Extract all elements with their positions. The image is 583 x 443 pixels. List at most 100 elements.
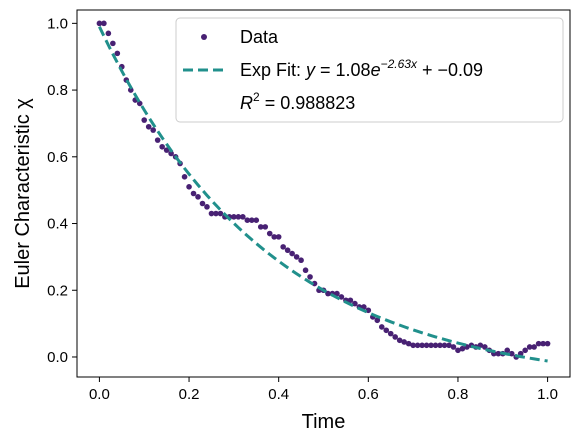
data-point [105,30,112,37]
data-point [96,20,103,27]
legend-fit-tail: + −0.09 [417,60,483,80]
data-point [244,217,251,223]
plot-marks [96,20,551,363]
data-point [432,342,439,349]
data-point [217,210,224,217]
data-point [387,330,394,337]
data-point [423,342,430,349]
y-axis-ticks: 0.0 0.2 0.4 0.6 0.8 1.0 [47,15,77,366]
y-axis-title: Euler Characteristic χ [12,98,34,289]
data-point [437,342,443,349]
data-point [401,339,407,345]
data-point [199,200,206,207]
data-point [235,214,242,220]
data-point [522,347,528,354]
data-point [150,127,156,133]
data-point [248,217,255,223]
data-point [145,123,152,130]
data-point [154,137,161,143]
data-point [280,244,286,250]
data-point [531,344,537,350]
data-point [266,230,273,237]
data-point [455,347,461,354]
data-point [428,342,434,349]
y-tick-label: 0.2 [47,282,68,299]
data-point [186,184,192,190]
data-point [195,194,201,200]
y-tick-label: 1.0 [47,15,68,32]
data-point [396,337,403,344]
data-point [240,214,246,220]
data-point [284,247,291,254]
data-point [441,342,448,349]
data-point [141,117,148,123]
data-point [101,20,107,27]
data-point [540,340,546,347]
data-point [392,334,399,340]
data-point [383,327,390,334]
data-point [253,217,260,223]
data-point [334,290,340,297]
data-point [257,224,264,230]
data-point [410,342,416,349]
data-point [311,280,318,287]
data-point [378,324,385,330]
data-point [271,234,278,240]
y-tick-label: 0.6 [47,149,68,166]
data-point [307,274,313,280]
data-point [168,150,174,157]
data-point [262,224,269,230]
data-point [405,340,412,347]
data-point [450,344,457,350]
data-point [526,344,533,350]
legend-label-fit: Exp Fit: y = 1.08e−2.63x + −0.09 [240,57,483,80]
plot-frame [76,9,571,378]
legend-fit-a: = 1.08 [315,60,371,80]
y-tick-label: 0.4 [47,216,68,233]
data-point [293,254,300,260]
data-point [414,342,421,349]
data-point [114,50,121,57]
data-point [495,350,502,357]
data-point [504,347,511,354]
data-point [208,210,215,217]
x-tick-label: 0.8 [448,386,469,403]
y-tick-label: 0.8 [47,82,68,99]
x-tick-label: 1.0 [537,386,558,403]
data-point [419,342,425,349]
data-point [127,87,134,93]
data-point [181,174,188,180]
legend-fit-exponent: −2.63x [381,57,418,71]
data-point [110,40,116,47]
x-tick-label: 0.0 [89,386,110,403]
x-axis-title: Time [302,411,346,433]
y-tick-label: 0.0 [47,349,68,366]
x-axis-ticks: 0.0 0.2 0.4 0.6 0.8 1.0 [89,377,558,403]
data-point [352,300,358,307]
legend-fit-e: e [371,60,381,80]
legend-fit-prefix: Exp Fit: [240,60,306,80]
data-point [325,290,331,297]
x-tick-label: 0.2 [179,386,200,403]
legend-fit-y: y [304,60,316,80]
data-point [535,340,542,347]
data-point [347,297,354,304]
data-point [446,342,452,349]
x-tick-label: 0.6 [358,386,379,403]
data-point [213,210,219,217]
legend-label-data: Data [240,27,279,47]
fit-line [98,26,548,363]
data-point [231,214,237,220]
data-point [275,234,282,240]
data-point [374,317,381,324]
data-point [289,250,295,257]
data-point [459,345,466,352]
legend-r-symbol: R [240,93,253,113]
legend-r-value: = 0.988823 [260,93,356,113]
data-point [298,257,304,264]
data-point [338,294,345,300]
legend: Data Exp Fit: y = 1.08e−2.63x + −0.09 R2… [175,17,564,123]
data-point [204,204,210,210]
data-point [508,350,515,357]
